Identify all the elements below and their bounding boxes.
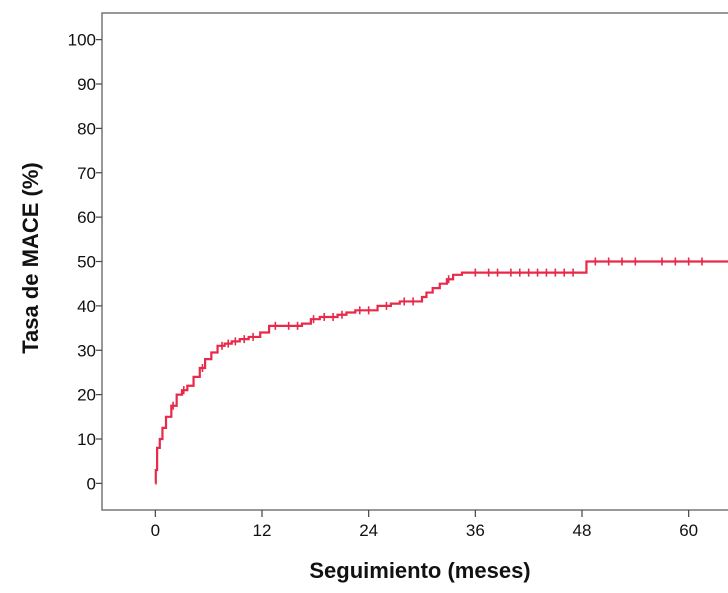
x-axis-ticks: 0 12 24 36 48 60 (151, 510, 698, 540)
x-tick-label: 0 (151, 521, 160, 540)
x-tick-label: 48 (573, 521, 592, 540)
y-tick-label: 30 (77, 341, 96, 360)
x-tick-label: 60 (679, 521, 698, 540)
x-tick-label: 12 (253, 521, 272, 540)
y-tick-label: 50 (77, 253, 96, 272)
y-tick-label: 90 (77, 75, 96, 94)
y-axis-ticks: 0 10 20 30 40 50 60 70 80 90 100 (68, 31, 102, 493)
y-axis-title: Tasa de MACE (%) (18, 162, 43, 354)
y-tick-label: 60 (77, 208, 96, 227)
y-tick-label: 100 (68, 31, 96, 50)
x-axis-title: Seguimiento (meses) (309, 558, 530, 583)
x-tick-label: 36 (466, 521, 485, 540)
y-tick-label: 20 (77, 386, 96, 405)
series-line (154, 260, 728, 485)
x-tick-label: 24 (359, 521, 378, 540)
censor-marks (172, 257, 703, 410)
y-tick-label: 0 (87, 474, 96, 493)
y-tick-label: 40 (77, 297, 96, 316)
y-tick-label: 80 (77, 119, 96, 138)
y-tick-label: 10 (77, 430, 96, 449)
y-tick-label: 70 (77, 164, 96, 183)
